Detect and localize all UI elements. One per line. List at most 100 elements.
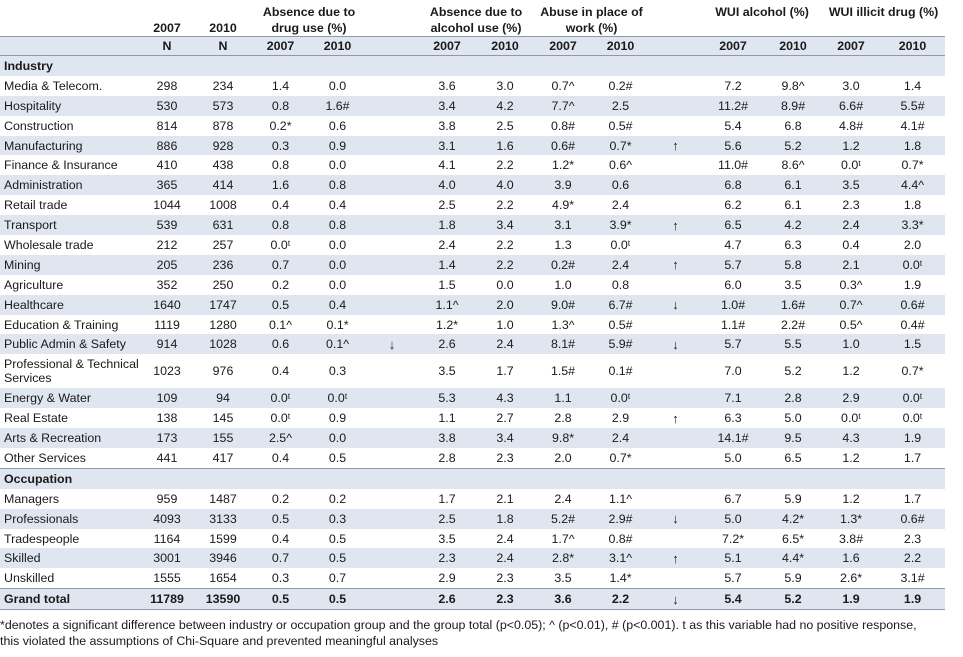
alcohol-absence-2007-cell: 3.8 <box>418 428 477 449</box>
wui-alcohol-2010-cell: 5.2 <box>764 588 823 611</box>
abuse-work-2007-cell: 1.0 <box>554 277 572 292</box>
wui-alcohol-2007-cell: 7.2 <box>724 78 742 93</box>
n-2010-cell: 417 <box>212 450 234 465</box>
wui-alcohol-2007-cell: 5.6 <box>702 135 765 156</box>
wui-drug-2007-cell: 2.1 <box>822 254 881 275</box>
alcohol-absence-2010-cell: 1.6 <box>476 135 535 156</box>
n-2007-cell: 1164 <box>153 531 181 546</box>
n2010-year-header: 2010 <box>209 21 237 35</box>
wui-drug-2007-cell: 4.3 <box>822 428 881 449</box>
drug-absence-2010-cell: 0.4 <box>328 198 347 213</box>
wui-drug-2007-cell: 1.2 <box>842 450 860 465</box>
wui-alcohol-2010-cell: 5.0 <box>784 411 802 426</box>
row-label: Finance & Insurance <box>4 158 118 173</box>
n-2010-cell: 155 <box>194 428 252 449</box>
wui-alcohol-2010-cell: 6.1 <box>784 198 802 213</box>
wui-alcohol-2007-cell: 5.0 <box>724 450 742 465</box>
table-row: Managers 959 1487 0.2 0.2 1.7 2.1 2.4 1.1^ 6.7 5.9… <box>0 489 945 509</box>
drug-absence-2007-cell: 0.2* <box>269 118 292 133</box>
trend-arrow-icon: ↓ <box>366 334 419 355</box>
trend-arrow-icon: ↑ <box>649 254 703 275</box>
n-2007-cell: 1640 <box>140 294 194 315</box>
abuse-work-2007-cell: 0.2# <box>534 254 593 275</box>
n-2007-cell: 212 <box>156 237 178 252</box>
alcohol-absence-2007-cell: 4.1 <box>438 158 456 173</box>
abuse-work-2010-cell: 0.8 <box>611 277 630 292</box>
wui-drug-2010-cell: 3.1# <box>900 571 925 586</box>
footnote: *denotes a significant difference betwee… <box>0 617 955 649</box>
results-table: 2007 2010 Absence due to drug use (%) Ab… <box>0 4 946 611</box>
alcohol-absence-2007-cell: 5.3 <box>418 388 477 409</box>
n-2010-cell: 1487 <box>209 491 237 506</box>
table-row: Education & Training 1119 1280 0.1^ 0.1* 1.2*… <box>0 315 945 335</box>
table-row: Tradespeople 1164 1599 0.4 0.5 3.5 2.4 1.7^ 0.8#… <box>0 529 945 549</box>
abuse-work-2007-cell: 1.7^ <box>551 531 575 546</box>
wui-drug-2007-cell: 0.0ᵗ <box>841 411 861 426</box>
alcohol-absence-2007-cell: 3.8 <box>438 118 456 133</box>
trend-arrow-icon <box>366 508 419 529</box>
alcohol-absence-2007-cell: 1.2* <box>435 317 459 332</box>
n-2007-cell: 3001 <box>140 548 194 569</box>
table-row: Professionals 4093 3133 0.5 0.3 2.5 1.8 5.2# 2.9… <box>0 508 946 529</box>
drug-absence-2010-cell: 0.3 <box>309 508 367 529</box>
alcohol-absence-2007-cell: 2.6 <box>418 334 477 355</box>
wui-alcohol-2010-cell: 5.9 <box>784 491 802 506</box>
alcohol-absence-2010-cell: 2.3 <box>476 588 535 611</box>
wui-alcohol-2007-cell: 6.7 <box>724 491 742 506</box>
drug-absence-2010-cell: 0.4 <box>309 294 367 315</box>
wui-drug-header: WUI illicit drug (%) <box>828 5 939 19</box>
wui-alcohol-2007-cell: 5.7 <box>702 254 765 275</box>
n-2010-cell: 13590 <box>194 588 252 611</box>
abuse-work-2010-cell: 1.1^ <box>609 491 633 506</box>
drug-absence-2007-cell: 0.0ᵗ <box>270 237 291 252</box>
n-2007-cell: 173 <box>140 428 194 449</box>
label-subheader <box>0 36 140 56</box>
alcohol-absence-2010-cell: 1.7 <box>496 364 514 379</box>
wui-drug-2010-cell: 2.2 <box>880 548 946 569</box>
abuse-work-2010-cell: 2.9 <box>611 411 630 426</box>
trend-arrow-icon <box>649 529 702 549</box>
n-2010-cell: 928 <box>194 135 252 156</box>
row-label: Retail trade <box>4 198 68 213</box>
row-label: Administration <box>0 175 140 196</box>
drug-absence-header: Absence due to drug use (%) <box>262 5 356 35</box>
drug-absence-2007-cell: 0.7 <box>252 254 309 275</box>
n-2007-cell: 539 <box>140 215 194 236</box>
n-2010-cell: 573 <box>194 95 252 116</box>
wui-alcohol-2010-cell: 6.5 <box>784 450 802 465</box>
wui-alcohol-2007-cell: 1.0# <box>702 294 765 315</box>
row-label: Public Admin & Safety <box>0 334 140 355</box>
trend-arrow-icon <box>366 294 419 315</box>
n-2007-cell: 298 <box>156 78 178 93</box>
drug-absence-2007-cell: 0.6 <box>252 334 309 355</box>
table-row: Construction 814 878 0.2* 0.6 3.8 2.5 0.8# 0.5# 5… <box>0 116 945 136</box>
n-2007-cell: 441 <box>156 450 178 465</box>
alcohol-absence-2010-cell: 2.2 <box>496 198 514 213</box>
trend-arrow-icon: ↑ <box>649 548 703 569</box>
abuse-work-2010-cell: 0.0ᵗ <box>592 388 650 409</box>
table-row: Hospitality 530 573 0.8 1.6# 3.4 4.2 7.7^ 2.5 11.… <box>0 95 946 116</box>
abuse-work-2007-cell: 1.5# <box>550 364 576 379</box>
n-2007-cell: 138 <box>156 411 178 426</box>
abuse-work-2010-cell: 0.6^ <box>609 158 633 173</box>
n-2010-cell: 234 <box>212 78 234 93</box>
year-label: 2010 <box>880 36 946 56</box>
drug-absence-2007-cell: 0.0ᵗ <box>252 388 309 409</box>
row-label: Arts & Recreation <box>0 428 140 449</box>
trend-arrow-icon: ↓ <box>649 508 703 529</box>
drug-absence-2010-cell: 0.1^ <box>309 334 367 355</box>
spacer-header <box>649 4 702 37</box>
table-row: Finance & Insurance 410 438 0.8 0.0 4.1 2.2 1.2… <box>0 155 945 175</box>
trend-arrow-icon <box>366 408 418 428</box>
wui-drug-2010-cell: 0.0ᵗ <box>880 254 946 275</box>
row-label: Tradespeople <box>4 531 80 546</box>
drug-absence-2010-cell: 0.1* <box>326 317 349 332</box>
n-2007-cell: 352 <box>156 277 178 292</box>
abuse-work-2010-cell: 0.1# <box>608 364 633 379</box>
drug-absence-2007-cell: 0.2 <box>271 277 290 292</box>
trend-arrow-icon <box>366 76 418 96</box>
table-row: Energy & Water 109 94 0.0ᵗ 0.0ᵗ 5.3 4.3 1.1 0.0ᵗ… <box>0 388 946 409</box>
alcohol-absence-2007-cell: 3.4 <box>418 95 477 116</box>
alcohol-absence-2007-cell: 1.1^ <box>418 294 477 315</box>
abuse-work-2007-cell: 3.6 <box>534 588 593 611</box>
